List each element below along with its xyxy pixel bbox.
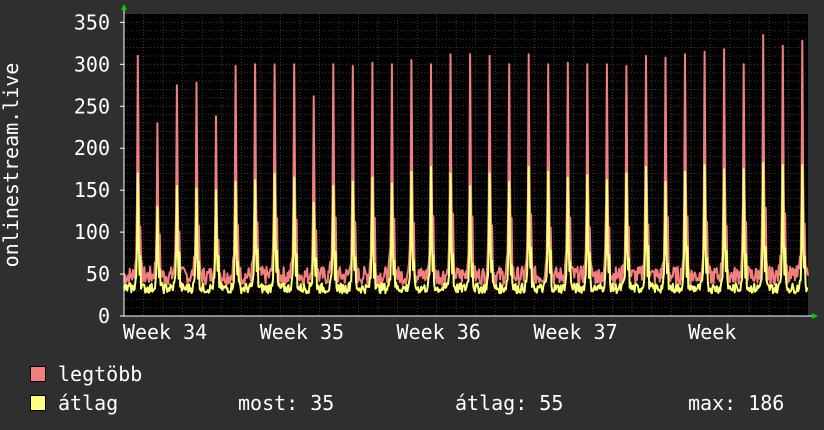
series-line-atlag [123, 162, 809, 295]
x-tick-label: Week [688, 320, 736, 344]
y-tick-label: 200 [74, 136, 110, 160]
y-tick-label: 350 [74, 10, 110, 34]
y-tick-label: 150 [74, 178, 110, 202]
x-axis-arrow-icon [812, 313, 818, 319]
legend-item-max: legtöbb [30, 362, 142, 386]
legend-label-avg: átlag [58, 391, 119, 415]
y-axis-arrow-icon [121, 4, 127, 10]
x-tick-label: Week 35 [260, 320, 344, 344]
legend-item-avg: átlag [30, 391, 118, 415]
legend-swatch-max [30, 366, 46, 382]
y-tick-label: 250 [74, 94, 110, 118]
series-line-legtobb [123, 34, 809, 286]
stat-current: most: 35 [238, 391, 335, 415]
x-tick-label: Week 37 [533, 320, 617, 344]
stat-average: átlag: 55 [455, 391, 564, 415]
legend-swatch-avg [30, 395, 46, 411]
y-tick-label: 0 [98, 304, 110, 328]
y-axis-title: onlinestream.live [0, 63, 23, 268]
stat-maximum: max: 186 [688, 391, 785, 415]
x-tick-label: Week 36 [397, 320, 481, 344]
y-tick-label: 100 [74, 220, 110, 244]
x-tick-label: Week 34 [123, 320, 207, 344]
y-tick-label: 50 [86, 262, 110, 286]
legend-label-max: legtöbb [58, 362, 143, 386]
y-tick-label: 300 [74, 52, 110, 76]
